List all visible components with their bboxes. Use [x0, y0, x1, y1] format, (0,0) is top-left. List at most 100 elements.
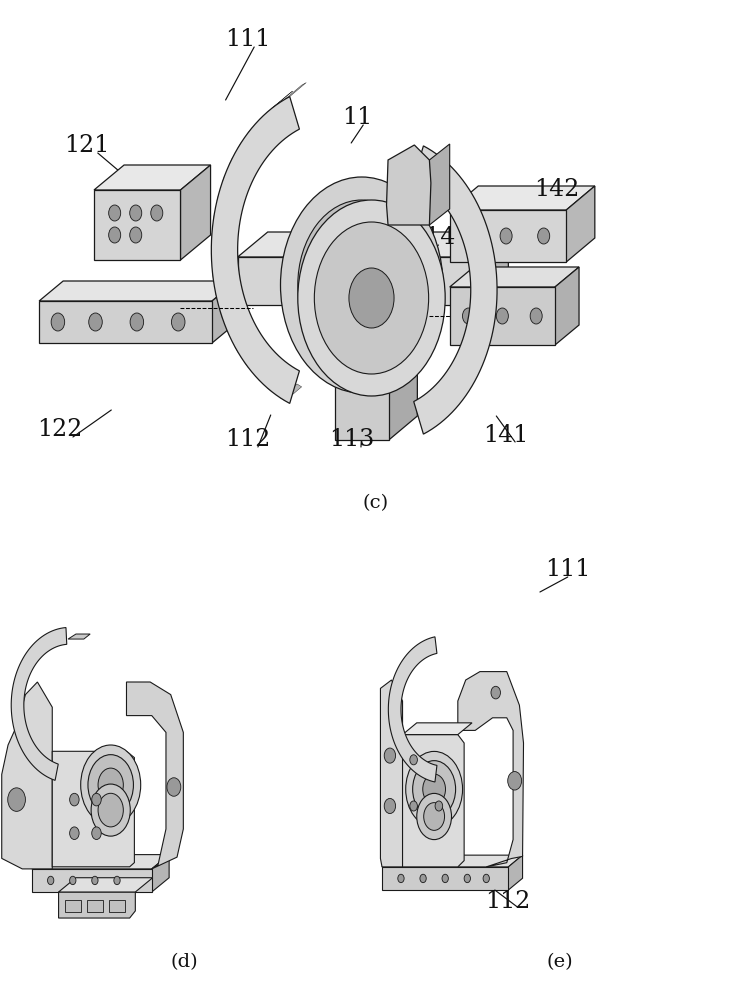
- Text: 112: 112: [485, 890, 530, 914]
- Circle shape: [108, 227, 120, 243]
- Circle shape: [417, 793, 451, 840]
- Polygon shape: [216, 279, 234, 299]
- Polygon shape: [211, 219, 229, 240]
- Polygon shape: [126, 682, 183, 869]
- Polygon shape: [217, 180, 235, 201]
- Polygon shape: [180, 165, 211, 260]
- Circle shape: [280, 177, 443, 393]
- Polygon shape: [39, 301, 212, 343]
- Circle shape: [508, 772, 522, 790]
- Circle shape: [92, 793, 102, 806]
- Polygon shape: [211, 97, 299, 403]
- Circle shape: [171, 313, 185, 331]
- Polygon shape: [285, 83, 306, 99]
- Text: 111: 111: [226, 28, 271, 51]
- Polygon shape: [402, 723, 472, 735]
- Circle shape: [314, 222, 429, 374]
- Circle shape: [70, 876, 76, 885]
- Polygon shape: [227, 316, 246, 336]
- Polygon shape: [220, 298, 239, 318]
- Polygon shape: [244, 348, 265, 367]
- Text: (e): (e): [547, 953, 574, 971]
- Polygon shape: [335, 196, 417, 220]
- Circle shape: [406, 751, 462, 827]
- Circle shape: [413, 761, 456, 818]
- Circle shape: [51, 313, 65, 331]
- Polygon shape: [387, 145, 431, 225]
- Polygon shape: [478, 232, 508, 305]
- Circle shape: [129, 205, 141, 221]
- Polygon shape: [53, 751, 135, 867]
- Circle shape: [398, 874, 404, 883]
- Text: 114: 114: [410, 227, 455, 249]
- Circle shape: [47, 876, 54, 885]
- Polygon shape: [39, 281, 236, 301]
- Polygon shape: [94, 190, 180, 260]
- Polygon shape: [280, 384, 302, 401]
- Polygon shape: [382, 855, 523, 867]
- Polygon shape: [268, 374, 288, 392]
- Circle shape: [349, 268, 394, 328]
- Text: 111: 111: [545, 558, 590, 582]
- Circle shape: [98, 793, 123, 827]
- Polygon shape: [229, 145, 249, 164]
- Text: 122: 122: [38, 418, 83, 442]
- Circle shape: [91, 784, 130, 836]
- Polygon shape: [555, 267, 579, 345]
- Circle shape: [80, 745, 141, 825]
- Circle shape: [92, 876, 98, 885]
- Polygon shape: [450, 267, 579, 287]
- Circle shape: [114, 876, 120, 885]
- Polygon shape: [59, 892, 135, 918]
- Polygon shape: [458, 672, 523, 867]
- Polygon shape: [238, 257, 478, 305]
- Polygon shape: [256, 362, 276, 380]
- Polygon shape: [65, 900, 80, 912]
- Circle shape: [442, 874, 448, 883]
- Circle shape: [89, 313, 102, 331]
- Circle shape: [423, 803, 444, 830]
- Polygon shape: [335, 220, 389, 440]
- Text: (c): (c): [363, 494, 389, 512]
- Text: 11: 11: [342, 106, 372, 129]
- Polygon shape: [450, 287, 555, 345]
- Circle shape: [410, 801, 417, 811]
- Polygon shape: [429, 144, 450, 225]
- Polygon shape: [508, 855, 523, 890]
- Text: (d): (d): [171, 953, 198, 971]
- Polygon shape: [223, 162, 241, 182]
- Polygon shape: [381, 680, 402, 867]
- Circle shape: [108, 205, 120, 221]
- Polygon shape: [152, 855, 169, 892]
- Circle shape: [384, 748, 396, 763]
- Circle shape: [150, 205, 162, 221]
- Text: 112: 112: [226, 428, 271, 452]
- Polygon shape: [566, 186, 595, 262]
- Circle shape: [496, 308, 508, 324]
- Polygon shape: [32, 855, 169, 869]
- Circle shape: [298, 200, 426, 370]
- Text: 142: 142: [534, 178, 579, 202]
- Polygon shape: [388, 637, 437, 782]
- Polygon shape: [11, 628, 67, 780]
- Circle shape: [530, 308, 542, 324]
- Polygon shape: [94, 165, 211, 190]
- Polygon shape: [32, 869, 152, 892]
- Circle shape: [92, 827, 102, 840]
- Circle shape: [500, 228, 512, 244]
- Polygon shape: [414, 146, 497, 434]
- Circle shape: [435, 801, 443, 811]
- Polygon shape: [248, 114, 268, 133]
- Polygon shape: [59, 878, 153, 892]
- Text: 113: 113: [329, 428, 374, 452]
- Circle shape: [129, 227, 141, 243]
- Circle shape: [538, 228, 550, 244]
- Polygon shape: [382, 867, 508, 890]
- Polygon shape: [271, 91, 293, 108]
- Circle shape: [384, 798, 396, 814]
- Text: 121: 121: [64, 133, 109, 156]
- Polygon shape: [68, 634, 90, 639]
- Circle shape: [464, 874, 471, 883]
- Polygon shape: [109, 900, 125, 912]
- Polygon shape: [450, 186, 595, 210]
